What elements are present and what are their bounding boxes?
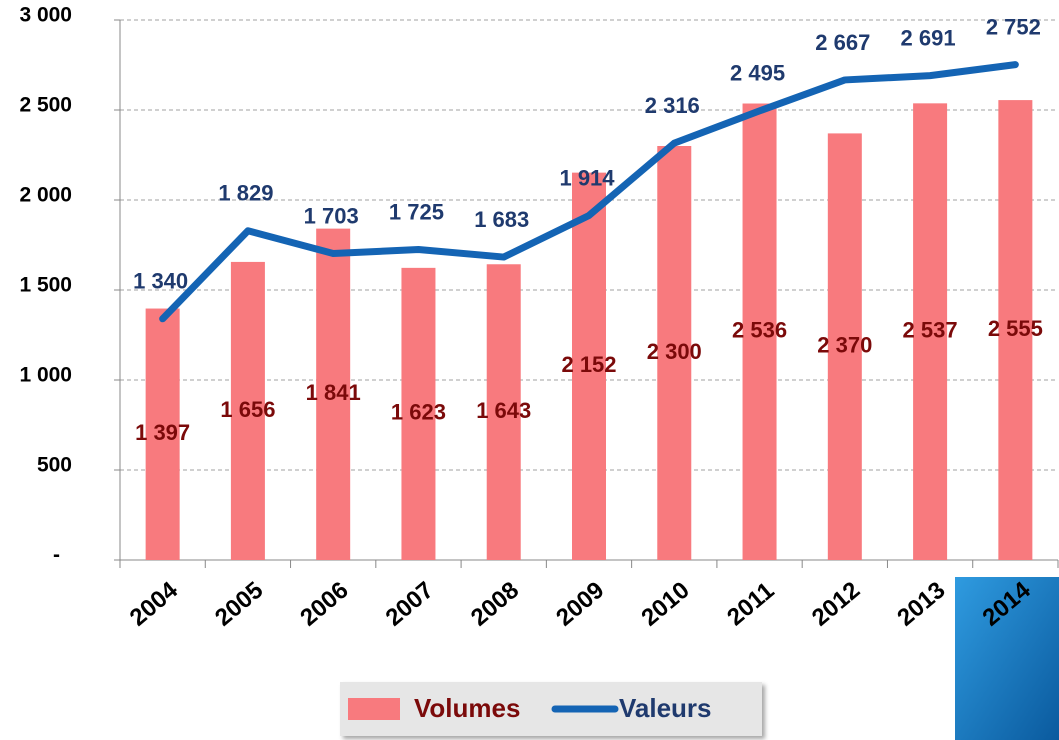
y-tick-label: 500 bbox=[37, 454, 72, 477]
data-label: 1 656 bbox=[220, 397, 275, 422]
data-label: 2 536 bbox=[732, 318, 787, 343]
data-label: 2 752 bbox=[986, 14, 1041, 39]
x-tick-label: 2011 bbox=[722, 577, 779, 631]
y-tick-label: 3 000 bbox=[19, 4, 72, 27]
y-tick-label: 2 000 bbox=[19, 184, 72, 207]
x-tick-label: 2004 bbox=[125, 576, 184, 631]
x-tick-label: 2007 bbox=[381, 577, 439, 632]
data-label: 1 397 bbox=[135, 420, 190, 445]
data-label: 2 537 bbox=[903, 317, 958, 342]
y-tick-label: 1 000 bbox=[19, 364, 72, 387]
data-label: 1 623 bbox=[391, 400, 446, 425]
data-label: 2 555 bbox=[988, 316, 1043, 341]
legend-label: Volumes bbox=[414, 693, 520, 723]
data-label: 2 370 bbox=[817, 333, 872, 358]
data-label: 1 841 bbox=[306, 380, 361, 405]
data-label: 1 643 bbox=[476, 398, 531, 423]
legend-label: Valeurs bbox=[619, 693, 712, 723]
legend-swatch bbox=[348, 698, 400, 720]
data-label: 1 914 bbox=[559, 165, 615, 190]
data-label: 2 316 bbox=[645, 93, 700, 118]
x-tick-label: 2010 bbox=[636, 577, 694, 632]
x-tick-label: 2005 bbox=[210, 577, 268, 632]
data-label: 2 691 bbox=[901, 25, 956, 50]
data-label: 2 300 bbox=[647, 339, 702, 364]
x-tick-label: 2006 bbox=[295, 577, 353, 632]
x-tick-label: 2009 bbox=[551, 577, 609, 632]
x-tick-label: 2008 bbox=[466, 577, 524, 632]
y-tick-label: 1 500 bbox=[19, 274, 72, 297]
data-label: 2 495 bbox=[730, 61, 785, 86]
data-label: 1 829 bbox=[218, 181, 273, 206]
data-label: 2 667 bbox=[815, 30, 870, 55]
y-tick-label: 2 500 bbox=[19, 94, 72, 117]
data-label: 2 152 bbox=[561, 352, 616, 377]
data-label: 1 725 bbox=[389, 199, 444, 224]
data-label: 1 683 bbox=[474, 207, 529, 232]
x-tick-label: 2013 bbox=[892, 577, 950, 632]
x-tick-label: 2012 bbox=[807, 577, 865, 632]
data-label: 1 703 bbox=[304, 203, 359, 228]
data-label: 1 340 bbox=[133, 269, 188, 294]
chart: - 500 1 000 1 500 2 000 2 500 3 000 2004 2005 200… bbox=[0, 0, 1059, 740]
y-tick-label: - bbox=[53, 544, 60, 567]
